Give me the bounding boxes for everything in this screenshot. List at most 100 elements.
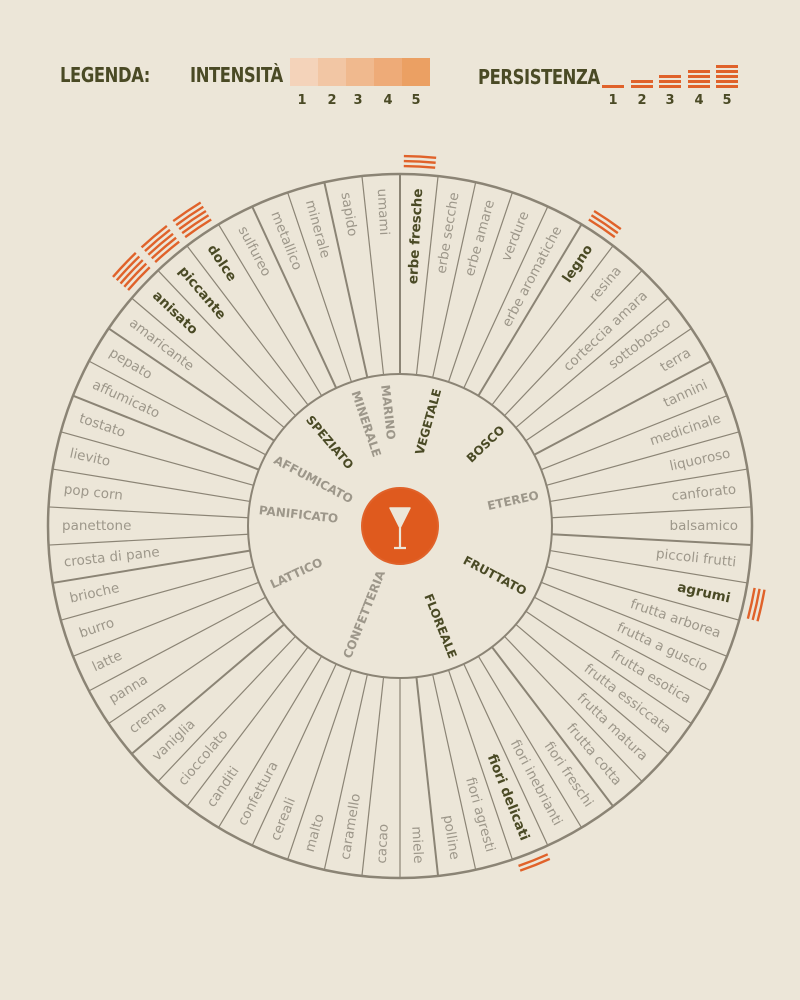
wheel-center <box>361 487 439 565</box>
descriptor-cacao: cacao <box>374 823 392 863</box>
spoke <box>88 596 266 692</box>
spoke <box>549 468 748 503</box>
persistence-mark-1 <box>602 85 624 88</box>
spoke <box>540 581 728 657</box>
spoke <box>60 431 254 486</box>
persistence-line <box>175 205 204 227</box>
persistence-mark-2 <box>631 80 653 83</box>
spoke <box>504 635 643 782</box>
persistence-line <box>115 255 141 282</box>
persistence-line <box>593 209 622 231</box>
persistence-line <box>403 154 437 159</box>
intensity-level-4: 4 <box>383 93 393 108</box>
persistence-mark-erbe-fresche <box>403 164 436 169</box>
descriptor-polline: polline <box>440 814 463 861</box>
descriptor-pop-corn: pop corn <box>63 482 124 504</box>
intensity-swatch-1 <box>290 58 318 86</box>
spoke <box>186 646 309 807</box>
intensity-swatch-5 <box>402 58 430 86</box>
legend-label: LEGENDA: <box>60 63 150 87</box>
spoke <box>525 327 692 442</box>
spoke <box>447 192 513 383</box>
spoke <box>515 297 669 429</box>
persistence-line <box>590 214 619 235</box>
persistence-level-3: 3 <box>665 93 675 108</box>
spoke <box>533 360 712 456</box>
spoke <box>534 596 712 692</box>
spoke <box>218 655 323 828</box>
spoke <box>323 182 369 378</box>
persistence-mark-dolce <box>184 218 212 239</box>
descriptor-erbe-fresche: erbe fresche <box>405 188 426 285</box>
persistence-line <box>119 259 144 285</box>
spoke <box>551 533 752 547</box>
spoke <box>323 674 368 870</box>
spoke <box>287 192 353 383</box>
descriptor-sapido: sapido <box>337 191 360 237</box>
persistence-level-5: 5 <box>722 93 732 108</box>
persistence-line <box>147 232 174 256</box>
spoke <box>491 646 614 807</box>
spoke <box>186 245 309 406</box>
intensity-swatch-2 <box>318 58 346 86</box>
spoke <box>52 549 251 584</box>
spoke <box>432 182 477 378</box>
spoke <box>157 635 296 782</box>
spoke <box>361 175 385 375</box>
persistence-line <box>123 262 148 288</box>
intensity-swatch-4 <box>374 58 402 86</box>
spoke <box>477 223 583 397</box>
persistence-line <box>751 588 761 621</box>
spoke <box>546 566 740 621</box>
spoke <box>72 581 260 657</box>
persistence-mark-agrumi <box>746 587 756 619</box>
spoke <box>525 610 692 725</box>
spoke <box>504 270 643 417</box>
intensity-level-5: 5 <box>411 93 421 108</box>
spoke <box>52 468 251 503</box>
spoke <box>546 431 740 486</box>
spoke <box>447 669 513 860</box>
persistence-line <box>178 209 207 231</box>
persistence-level-4: 4 <box>694 93 704 108</box>
spoke <box>48 533 249 546</box>
persistence-line <box>756 589 766 622</box>
spoke <box>361 677 385 877</box>
descriptor-canforato: canforato <box>671 482 737 505</box>
spoke <box>287 669 353 860</box>
persistence-line <box>150 236 177 260</box>
spoke <box>72 394 260 471</box>
persistence-legend-label: PERSISTENZA <box>478 65 600 89</box>
persistence-mark-4 <box>688 70 710 73</box>
intensity-swatch-3 <box>346 58 374 86</box>
spoke <box>88 360 266 456</box>
persistence-line <box>112 252 137 278</box>
persistence-line <box>403 159 436 164</box>
spoke <box>432 674 477 870</box>
spoke <box>515 623 669 755</box>
intensity-level-3: 3 <box>353 93 363 108</box>
persistence-marks <box>112 154 766 872</box>
category-marino: MARINO <box>378 384 398 440</box>
spoke <box>477 655 582 828</box>
spoke <box>131 623 285 755</box>
persistence-line <box>181 214 210 235</box>
intensity-level-1: 1 <box>297 93 307 108</box>
persistence-line <box>519 857 551 872</box>
persistence-mark-3 <box>659 75 681 78</box>
spoke <box>463 206 549 389</box>
descriptor-miele: miele <box>408 826 426 864</box>
spoke <box>551 506 752 519</box>
intensity-legend-label: INTENSITÀ <box>190 63 283 87</box>
persistence-mark-fiori-delicati <box>518 853 549 868</box>
spoke <box>48 506 249 519</box>
intensity-level-2: 2 <box>327 93 337 108</box>
persistence-mark-legno <box>588 218 616 239</box>
persistence-line <box>140 224 168 249</box>
spoke <box>157 270 296 417</box>
spoke <box>251 663 337 846</box>
spoke <box>463 663 549 846</box>
descriptor-umami: umami <box>374 188 393 236</box>
spoke <box>108 327 275 442</box>
